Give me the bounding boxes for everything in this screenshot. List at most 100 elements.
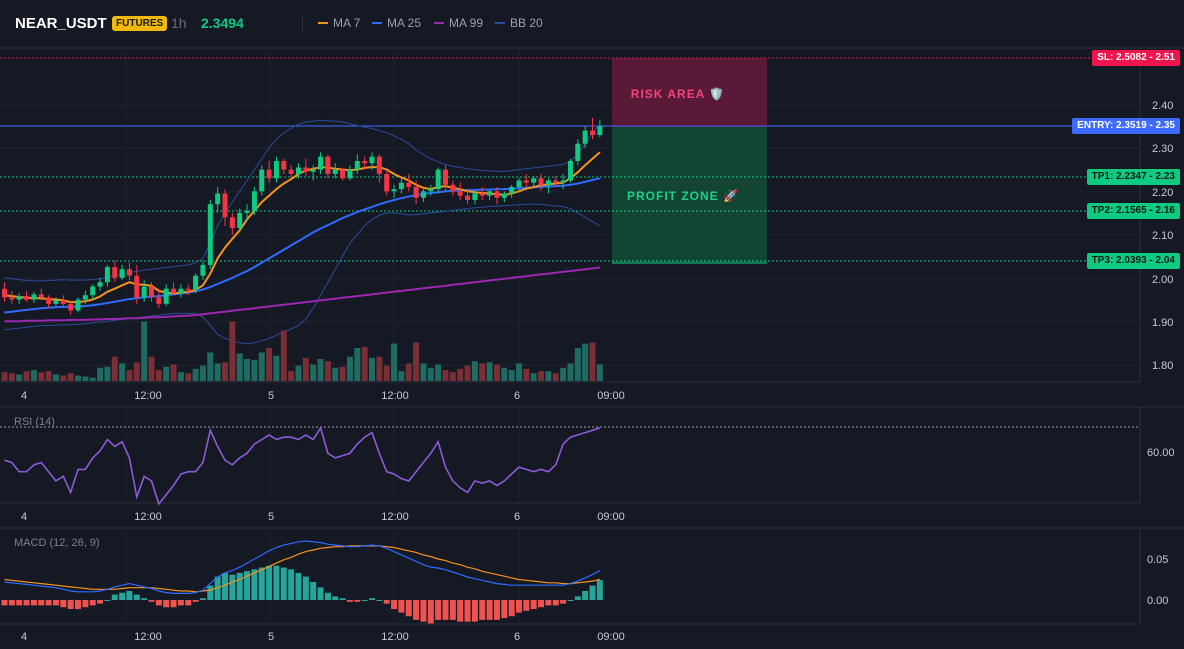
volume-bar <box>479 363 486 381</box>
volume-bar <box>45 371 52 381</box>
volume-bar <box>280 330 287 381</box>
macd-histogram-bar <box>16 600 23 606</box>
volume-bar <box>383 365 390 381</box>
legend-ma7[interactable]: MA 7 <box>318 16 360 30</box>
timeframe-selector[interactable]: 1h <box>171 15 187 31</box>
volume-bar <box>449 372 456 381</box>
candle-body <box>24 296 30 300</box>
macd-histogram-bar <box>1 600 8 606</box>
candle-body <box>545 180 551 185</box>
time-tick: 6 <box>514 511 520 523</box>
macd-histogram-bar <box>82 600 89 608</box>
macd-histogram-bar <box>501 600 508 619</box>
volume-bar <box>369 357 375 381</box>
candle-body <box>296 167 301 174</box>
volume-bar <box>317 359 324 381</box>
volume-bar <box>16 374 23 381</box>
legend-ma99[interactable]: MA 99 <box>434 16 483 30</box>
candle-body <box>16 296 22 300</box>
volume-bar <box>288 371 295 381</box>
macd-histogram-bar <box>192 600 199 602</box>
volume-bar <box>420 363 427 381</box>
candle-body <box>53 300 59 304</box>
macd-title: MACD (12, 26, 9) <box>14 537 100 549</box>
time-tick: 09:00 <box>597 511 625 523</box>
candle-body <box>229 217 235 229</box>
time-tick: 12:00 <box>381 631 409 643</box>
candle-body <box>479 193 485 196</box>
macd-histogram-bar <box>516 600 522 613</box>
candle-body <box>171 288 177 294</box>
candle-body <box>354 160 360 170</box>
volume-bar <box>354 348 361 381</box>
macd-histogram-bar <box>420 600 427 622</box>
risk-area-label: RISK AREA 🛡️ <box>631 87 725 101</box>
macd-histogram-bar <box>449 600 456 620</box>
legend-bb20[interactable]: BB 20 <box>495 16 543 30</box>
volume-bar <box>1 372 8 381</box>
volume-bar <box>567 363 574 381</box>
volume-bar <box>273 355 280 381</box>
candle-body <box>97 282 103 287</box>
symbol-name[interactable]: NEAR_USDT <box>15 15 107 32</box>
volume-bar <box>471 361 478 381</box>
candle-body <box>303 167 309 172</box>
volume-bar <box>148 356 155 381</box>
candle-body <box>347 169 353 179</box>
grid-lines <box>0 48 1140 624</box>
entry-tag: ENTRY: 2.3519 - 2.35 <box>1072 118 1180 134</box>
volume-bar <box>75 375 81 381</box>
candle-body <box>259 169 265 192</box>
candle-body <box>391 189 397 192</box>
macd-histogram-bar <box>236 572 243 600</box>
ma99-swatch <box>434 22 444 24</box>
candle-body <box>384 173 390 192</box>
level-lines <box>0 57 1140 262</box>
volume-bar <box>251 360 258 381</box>
sl-tag: SL: 2.5082 - 2.51 <box>1092 50 1180 66</box>
legend-ma25[interactable]: MA 25 <box>372 16 421 30</box>
candle-body <box>406 182 412 187</box>
macd-histogram-bar <box>398 600 405 613</box>
legend-ma99-label: MA 99 <box>449 16 484 30</box>
price-tick: 2.40 <box>1152 100 1173 112</box>
bb-lower <box>4 203 601 345</box>
candle-body <box>60 300 66 304</box>
candle-body <box>46 297 52 304</box>
rsi-tick: 60.00 <box>1147 447 1175 459</box>
volume-bar <box>38 372 45 381</box>
candle-body <box>200 264 206 276</box>
volume-bar <box>244 359 251 381</box>
rsi-line <box>4 426 601 506</box>
volume-bar <box>302 357 309 381</box>
macd-histogram-bar <box>111 594 118 600</box>
candle-body <box>523 180 529 183</box>
macd-histogram-bar <box>317 587 324 600</box>
macd-panel <box>1 540 603 624</box>
candle-body <box>90 286 96 296</box>
volume-bar <box>346 356 353 381</box>
volume-bar <box>141 321 148 381</box>
candle-body <box>141 286 147 298</box>
volume-bar <box>133 362 140 381</box>
candle-body <box>244 210 250 213</box>
candle-body <box>134 275 140 298</box>
macd-histogram-bar <box>89 600 96 606</box>
candle-body <box>288 169 294 174</box>
time-tick: 12:00 <box>134 511 162 523</box>
volume-bar <box>589 342 596 381</box>
volume-bar <box>413 342 420 381</box>
candle-body <box>428 189 434 192</box>
macd-histogram-bar <box>133 594 140 600</box>
candle-body <box>457 191 463 196</box>
candle-body <box>193 275 199 291</box>
volume-bar <box>361 346 368 381</box>
macd-histogram-bar <box>383 600 390 604</box>
time-tick: 12:00 <box>134 631 162 643</box>
price-tick: 1.80 <box>1152 360 1173 372</box>
volume-bar <box>67 373 74 381</box>
candles <box>2 117 603 315</box>
macd-histogram-bar <box>141 598 148 600</box>
macd-signal-line <box>4 545 601 593</box>
